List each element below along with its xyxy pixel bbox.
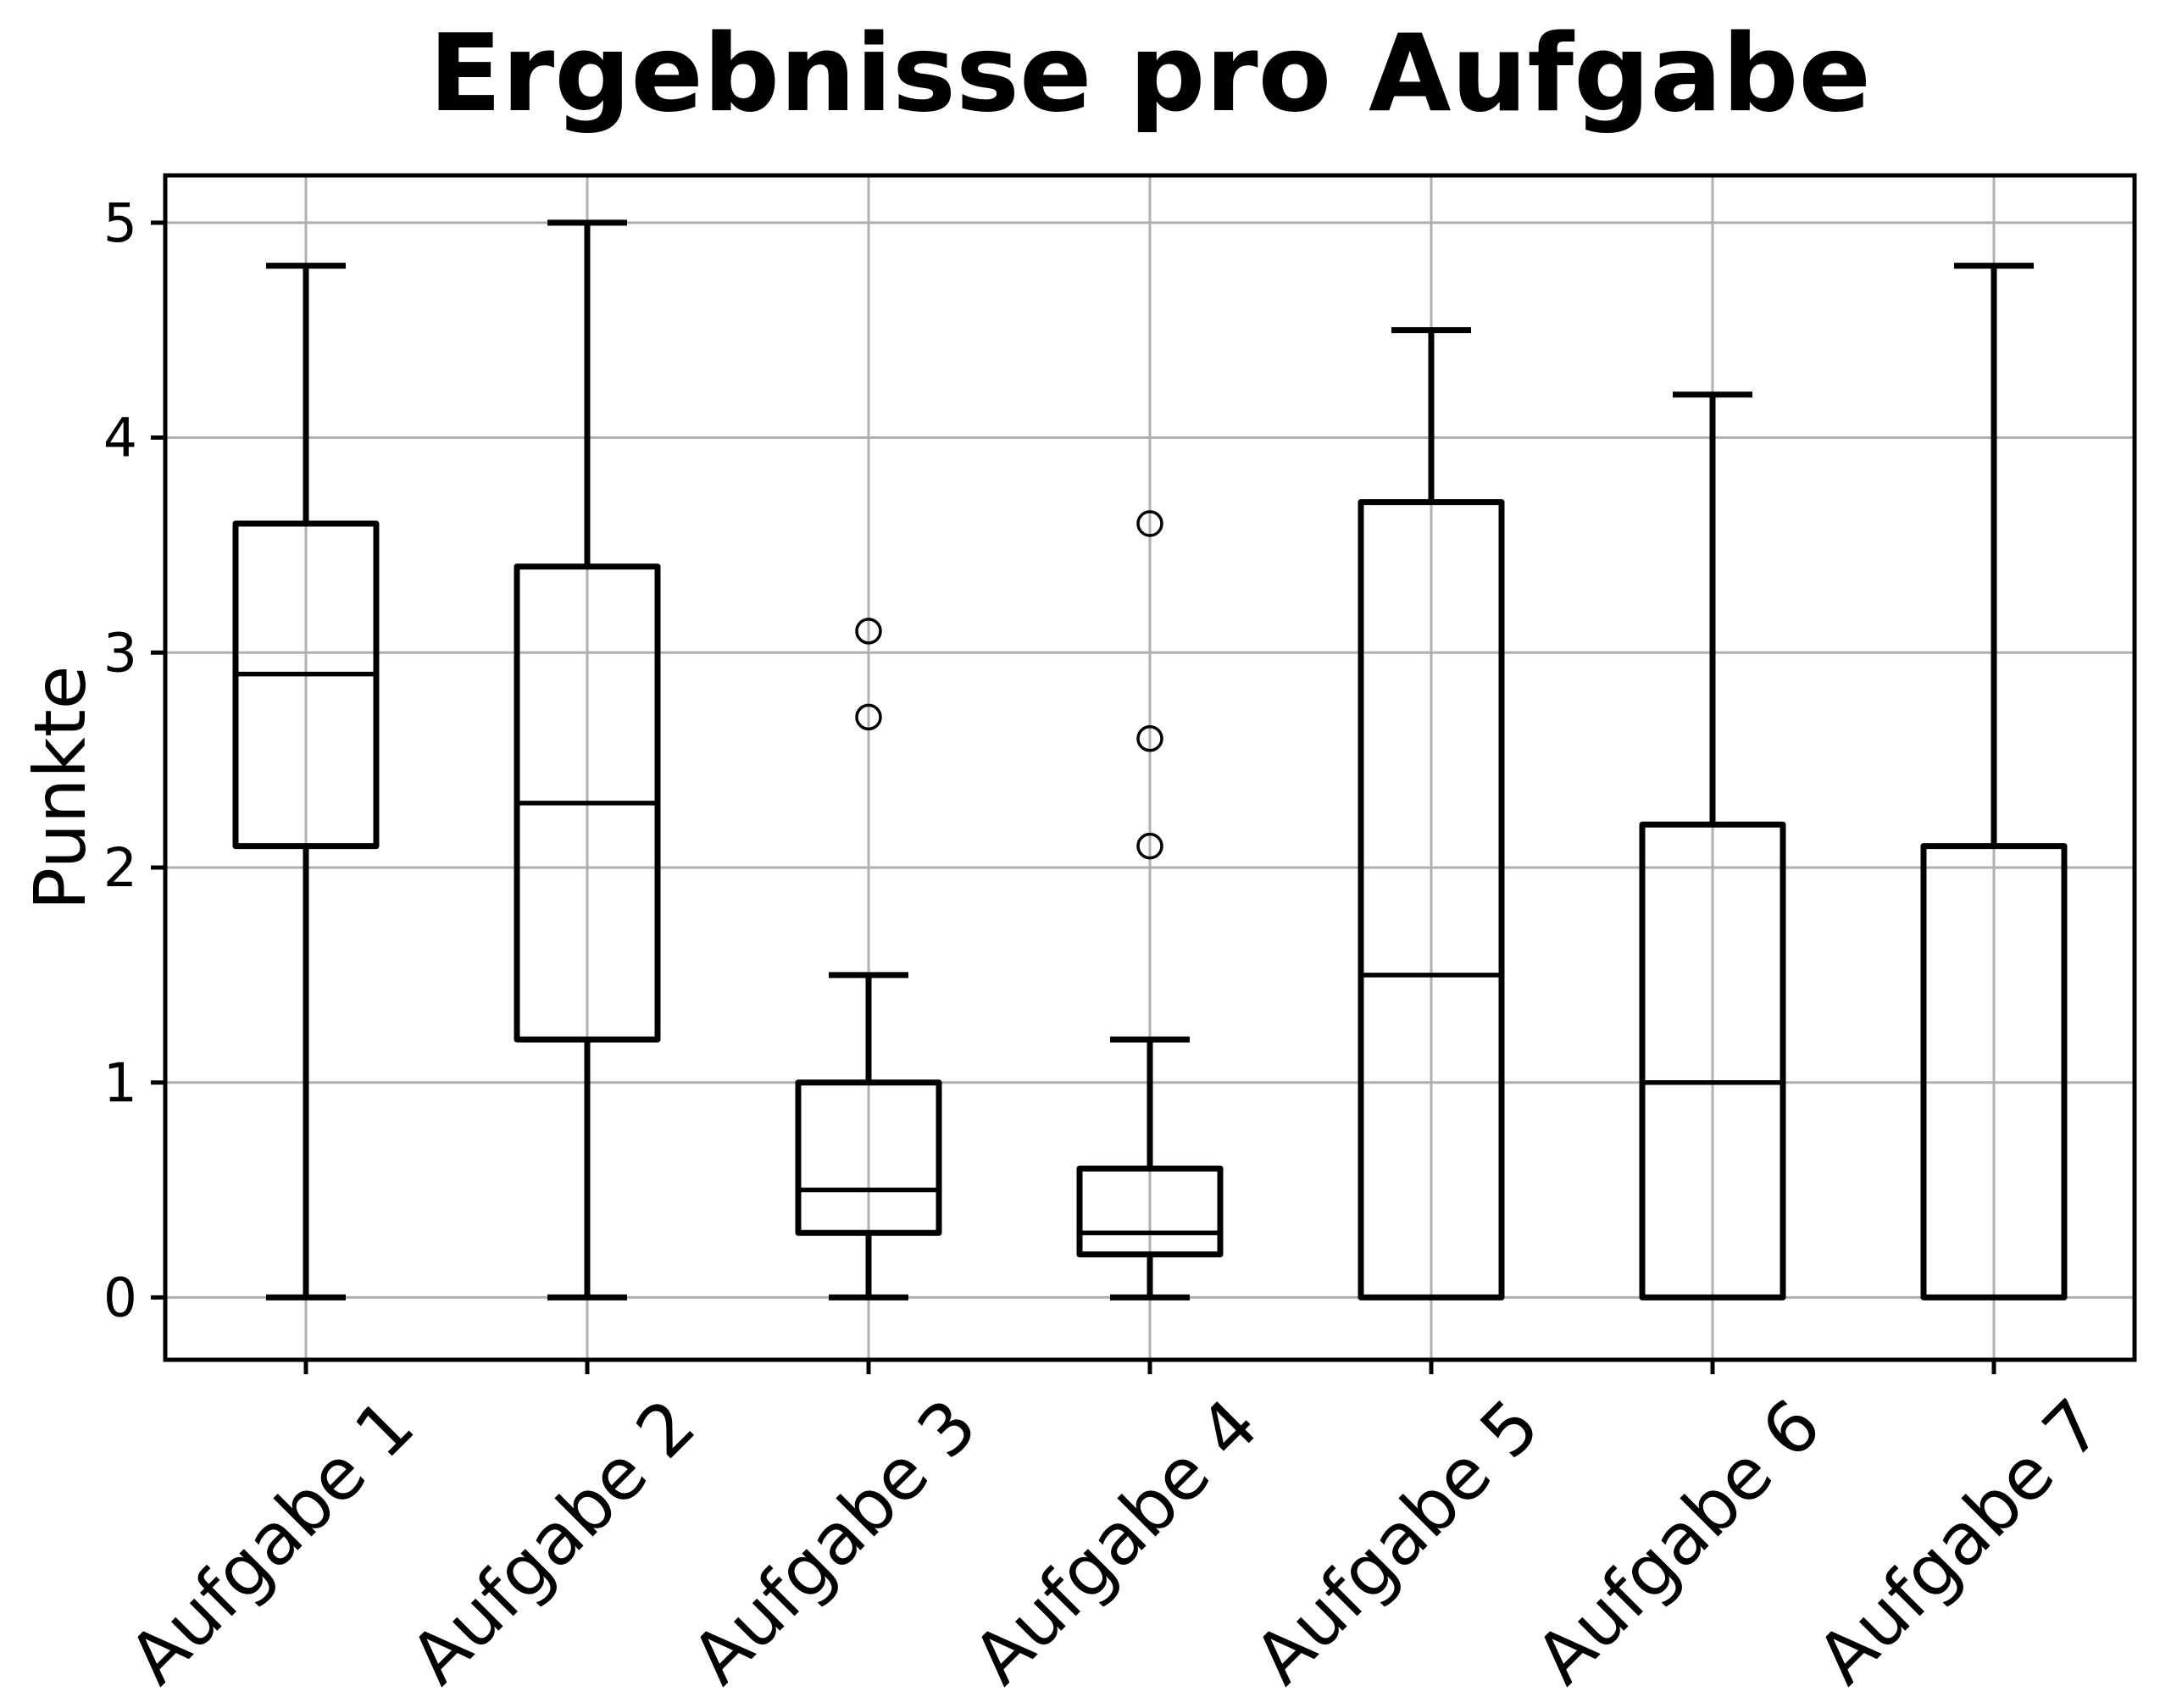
x-tick-label: Aufgabe 1 bbox=[114, 1384, 430, 1700]
y-tick-label: 4 bbox=[103, 408, 137, 469]
y-axis-label: Punkte bbox=[19, 666, 102, 911]
box-rect bbox=[795, 1079, 942, 1236]
box-rect bbox=[1358, 499, 1505, 1300]
y-tick-label: 0 bbox=[103, 1267, 137, 1328]
boxplot-group-aufgabe-2 bbox=[514, 219, 661, 1300]
boxplot-group-aufgabe-1 bbox=[232, 263, 380, 1300]
y-tick-label: 5 bbox=[103, 192, 137, 254]
x-tick-label: Aufgabe 7 bbox=[1802, 1384, 2118, 1700]
x-tick-label: Aufgabe 5 bbox=[1239, 1384, 1556, 1700]
outlier-point bbox=[1136, 510, 1163, 537]
boxplot-group-aufgabe-3 bbox=[795, 618, 942, 1300]
x-tick-label: Aufgabe 4 bbox=[958, 1384, 1274, 1700]
outlier-point bbox=[1136, 832, 1163, 860]
box-rect bbox=[1639, 821, 1786, 1300]
y-tick-label: 1 bbox=[103, 1052, 137, 1114]
outlier-point bbox=[855, 703, 882, 731]
chart-title: Ergebnisse pro Aufgabe bbox=[429, 11, 1871, 136]
outlier-point bbox=[855, 618, 882, 645]
boxplot-group-aufgabe-5 bbox=[1358, 327, 1505, 1300]
x-tick-label: Aufgabe 3 bbox=[676, 1384, 993, 1700]
boxplot-group-aufgabe-4 bbox=[1076, 510, 1224, 1300]
box-layer bbox=[232, 219, 2068, 1300]
boxplot-group-aufgabe-6 bbox=[1639, 391, 1786, 1300]
boxplot-group-aufgabe-7 bbox=[1920, 263, 2068, 1300]
grid-layer bbox=[165, 175, 2135, 1360]
y-tick-label: 2 bbox=[103, 837, 137, 899]
box-rect bbox=[232, 520, 380, 850]
box-rect bbox=[1076, 1165, 1224, 1258]
x-tick-label: Aufgabe 6 bbox=[1520, 1384, 1837, 1700]
x-tick-label: Aufgabe 2 bbox=[395, 1384, 712, 1700]
outlier-point bbox=[1136, 724, 1163, 752]
y-tick-label: 3 bbox=[103, 622, 137, 684]
